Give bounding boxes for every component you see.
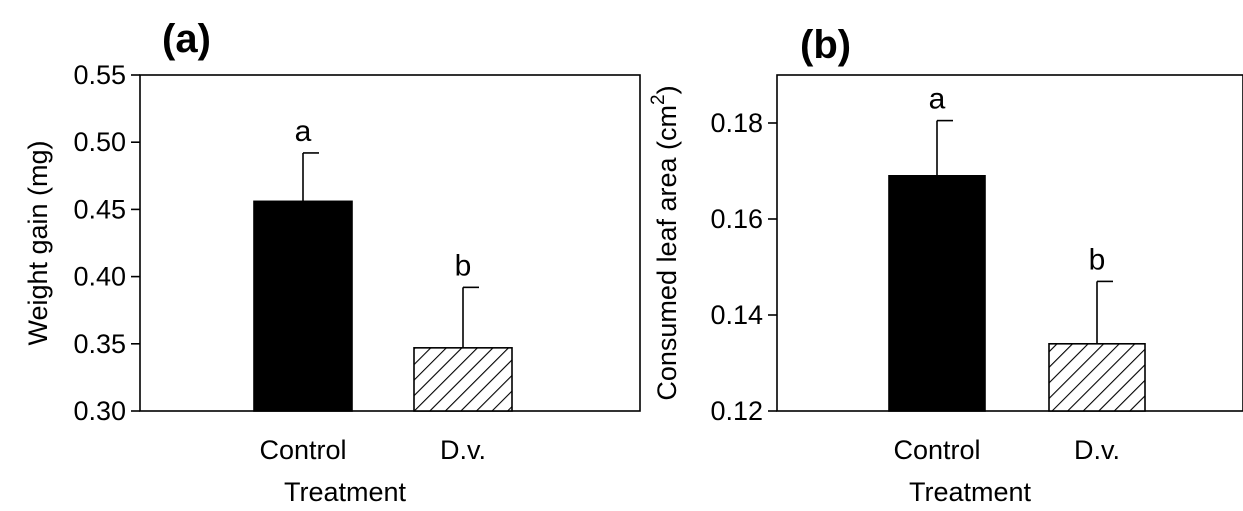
panel-label: (a) (162, 17, 211, 61)
x-category-label: D.v. (1074, 435, 1120, 465)
bar-control (253, 200, 353, 412)
y-tick-label: 0.45 (73, 194, 126, 224)
plot-frame (776, 74, 1243, 412)
x-axis-title: Treatment (284, 477, 407, 507)
y-axis-title-superscript: 2 (648, 94, 669, 105)
x-axis-title: Treatment (909, 477, 1032, 507)
y-tick-label: 0.16 (710, 204, 763, 234)
y-tick-label: 0.14 (710, 300, 763, 330)
significance-letter: a (295, 115, 312, 148)
bar-d-v- (413, 347, 513, 412)
significance-letter: b (455, 249, 472, 282)
panel-b: 0.12 0.14 0.16 0.18 a Control b D.v. Treatment Co… (648, 23, 1243, 507)
significance-letter: b (1089, 243, 1106, 276)
bar-d-v- (1048, 342, 1146, 412)
y-tick-label: 0.55 (73, 60, 126, 90)
panel-label: (b) (800, 23, 851, 67)
y-tick-label: 0.40 (73, 262, 126, 292)
y-axis-title-text: Weight gain (mg) (23, 140, 53, 345)
significance-letter: a (929, 83, 946, 116)
y-tick-label: 0.18 (710, 108, 763, 138)
y-axis-title-suffix: ) (652, 85, 682, 94)
x-category-label: Control (259, 435, 346, 465)
y-axis-title-text: Consumed leaf area (cm (652, 105, 682, 401)
x-category-label: Control (893, 435, 980, 465)
x-category-label: D.v. (440, 435, 486, 465)
y-tick-label: 0.50 (73, 127, 126, 157)
panel-a: 0.30 0.35 0.40 0.45 0.50 0.55 a Control b D.v. Tre… (23, 17, 641, 507)
y-tick-label: 0.35 (73, 329, 126, 359)
y-tick-label: 0.30 (73, 396, 126, 426)
y-tick-label: 0.12 (710, 396, 763, 426)
plot-frame (139, 74, 641, 412)
y-axis-title: Weight gain (mg) (23, 140, 53, 345)
bar-control (888, 175, 986, 412)
y-axis-title: Consumed leaf area (cm2) (648, 85, 682, 400)
